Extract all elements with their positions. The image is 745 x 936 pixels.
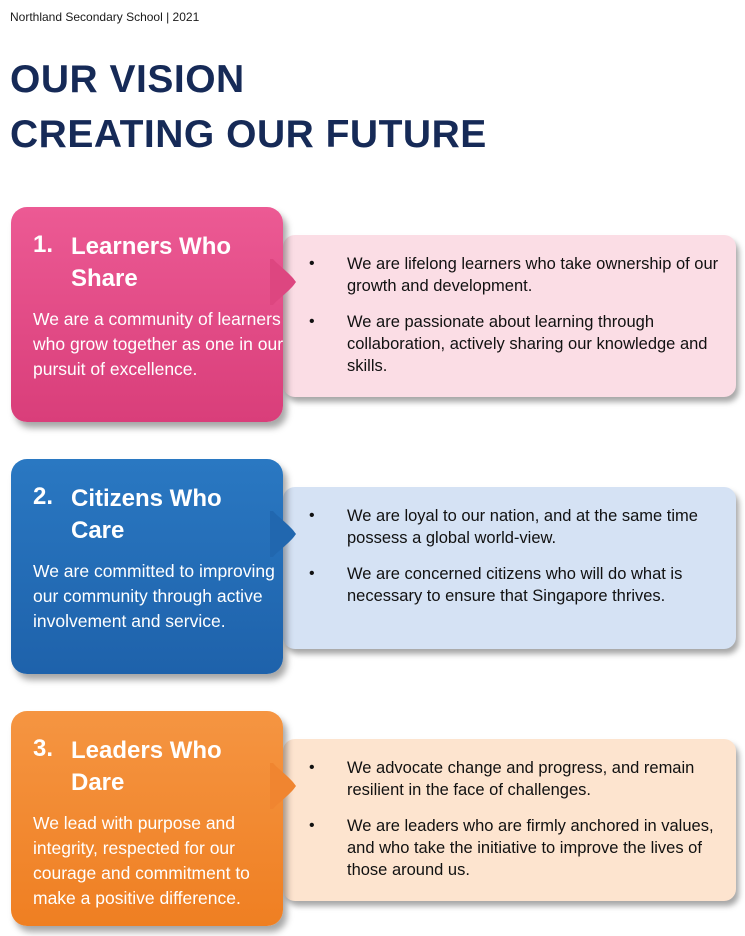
title-line-1: OUR VISION xyxy=(10,58,245,101)
bullet-item: • We are loyal to our nation, and at the … xyxy=(309,507,698,547)
vision-section-citizens: • We are loyal to our nation, and at the … xyxy=(0,459,745,679)
section-number: 1. xyxy=(33,231,54,258)
bullet-item: • We are passionate about learning throug… xyxy=(309,313,708,375)
bullet-icon: • xyxy=(309,255,315,272)
bullet-icon: • xyxy=(309,759,315,776)
bullet-icon: • xyxy=(309,313,315,330)
bullet-icon: • xyxy=(309,507,315,524)
details-panel xyxy=(283,235,736,397)
section-heading: Citizens Who Care xyxy=(71,485,222,544)
section-heading: Leaders Who Dare xyxy=(71,737,222,796)
summary-card: 2. Citizens Who Care We are committed to… xyxy=(11,459,283,674)
title-line-2: CREATING OUR FUTURE xyxy=(10,113,487,156)
bullet-list: • We advocate change and progress, and re… xyxy=(305,757,725,895)
bullet-item: • We advocate change and progress, and re… xyxy=(309,759,695,799)
connector-notch xyxy=(270,763,296,809)
section-description: We are committed to improving our commun… xyxy=(33,561,275,631)
section-number: 3. xyxy=(33,735,54,762)
connector-notch xyxy=(270,511,296,557)
bullet-icon: • xyxy=(309,565,315,582)
bullet-item: • We are leaders who are firmly anchored … xyxy=(309,817,714,879)
vision-section-learners: • We are lifelong learners who take owner… xyxy=(0,207,745,427)
school-header: Northland Secondary School | 2021 xyxy=(10,10,200,24)
connector-notch xyxy=(270,259,296,305)
details-panel xyxy=(283,487,736,649)
section-description: We are a community of learners who grow … xyxy=(33,309,284,379)
section-number: 2. xyxy=(33,483,54,510)
bullet-item: • We are lifelong learners who take owner… xyxy=(309,255,719,295)
section-description: We lead with purpose and integrity, resp… xyxy=(33,813,250,908)
bullet-list: • We are loyal to our nation, and at the … xyxy=(305,505,725,621)
details-panel xyxy=(283,739,736,901)
section-heading: Learners Who Share xyxy=(71,233,232,292)
bullet-item: • We are concerned citizens who will do w… xyxy=(309,565,683,605)
vision-section-leaders: • We advocate change and progress, and re… xyxy=(0,711,745,931)
summary-card: 3. Leaders Who Dare We lead with purpose… xyxy=(11,711,283,926)
summary-card: 1. Learners Who Share We are a community… xyxy=(11,207,283,422)
bullet-icon: • xyxy=(309,817,315,834)
bullet-list: • We are lifelong learners who take owner… xyxy=(305,253,725,391)
